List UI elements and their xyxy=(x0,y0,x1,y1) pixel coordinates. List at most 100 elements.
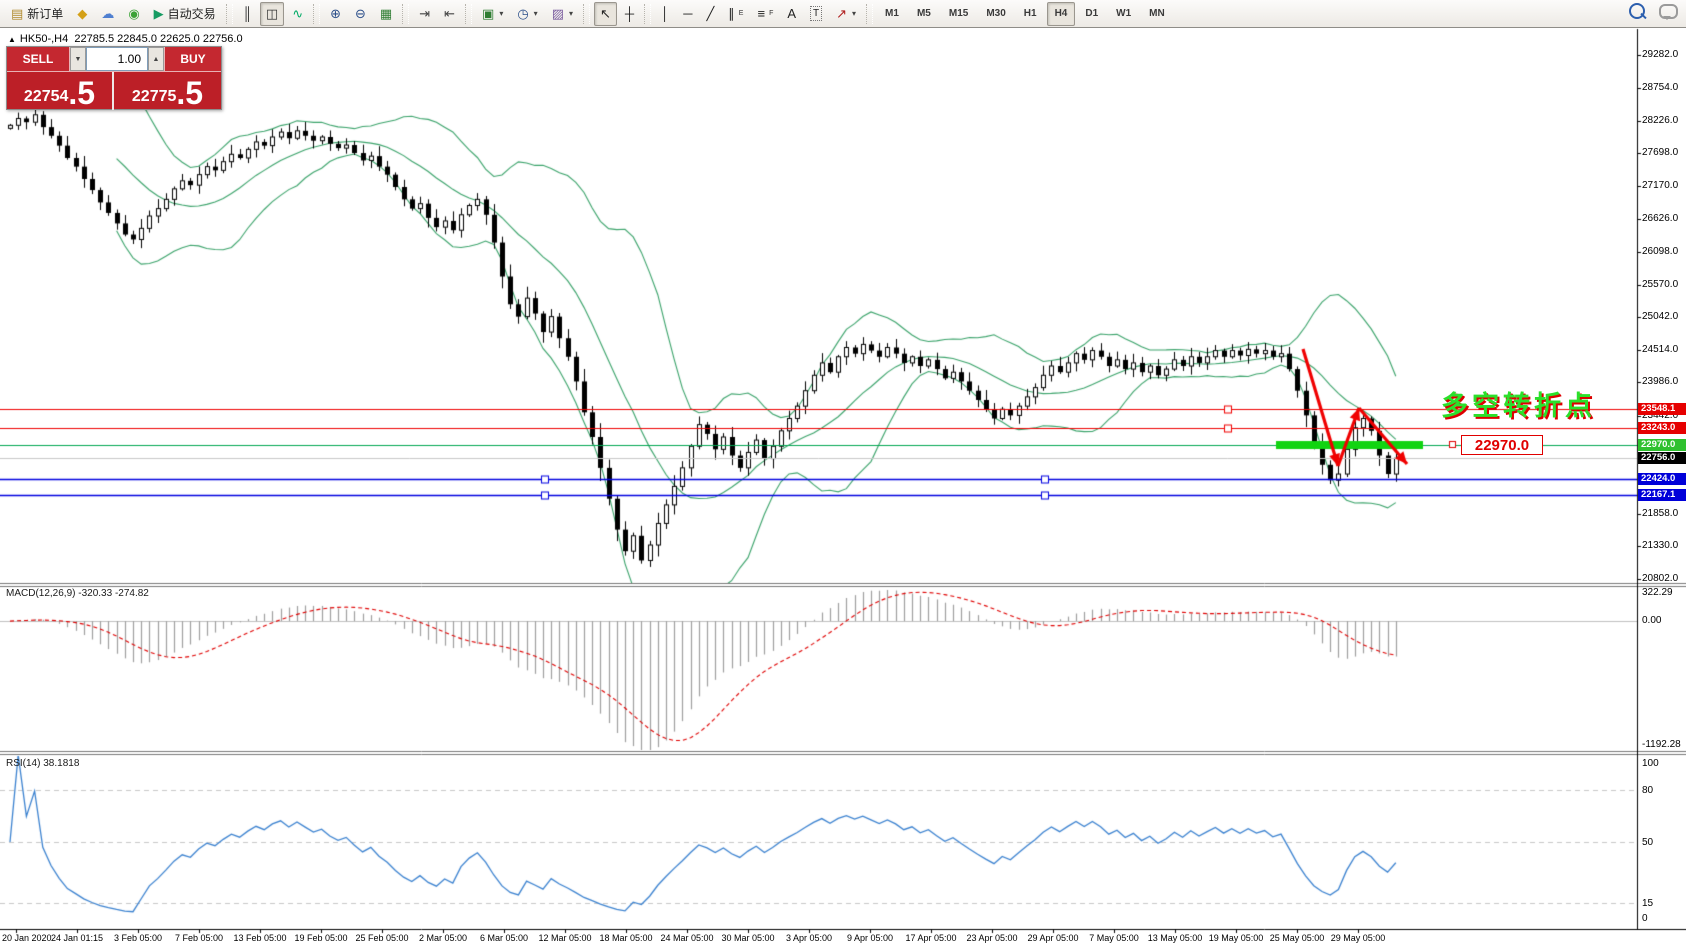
zoom-out-icon: ⊖ xyxy=(355,6,366,21)
time-axis-label: 29 Apr 05:00 xyxy=(1027,933,1079,943)
bar-chart-icon: ║ xyxy=(242,6,252,21)
icon-modifier: F xyxy=(769,10,774,17)
turning-point-annotation[interactable]: 多空转折点 xyxy=(1441,391,1596,421)
price-chart-canvas[interactable] xyxy=(0,28,1686,946)
time-axis-label: 25 May 05:00 xyxy=(1269,933,1325,943)
timeframe-h4-button[interactable]: H4 xyxy=(1046,1,1076,26)
rsi-indicator-label: RSI(14) 38.1818 xyxy=(6,758,80,769)
arrows-button[interactable]: ↗ ▾ xyxy=(830,2,862,26)
timeframe-mn-button[interactable]: MN xyxy=(1149,8,1165,19)
price-axis-tick: 27170.0 xyxy=(1642,180,1679,191)
timeframe-m15-button[interactable]: M15 xyxy=(948,8,969,19)
fibonacci-icon: ≡ xyxy=(757,6,766,21)
price-axis-tick: 26098.0 xyxy=(1642,246,1679,257)
candlestick-icon: ◫ xyxy=(265,6,279,21)
price-axis-tick: 24514.0 xyxy=(1642,344,1679,355)
macd-indicator-label: MACD(12,26,9) -320.33 -274.82 xyxy=(6,588,149,599)
toolbar-separator xyxy=(644,3,652,24)
cursor-button[interactable]: ↖ xyxy=(594,1,617,26)
periods-button[interactable]: ◷ ▾ xyxy=(511,2,543,26)
timeframe-m5-button[interactable]: M5 xyxy=(916,8,931,19)
data-window-button[interactable]: ☁ xyxy=(95,2,120,26)
quote-low: 22625.0 xyxy=(160,33,200,45)
chart-quote-line: ▲ HK50-,H4 22785.5 22845.0 22625.0 22756.… xyxy=(8,33,243,45)
line-chart-button[interactable]: ∿ xyxy=(286,2,309,26)
volume-decrease-button[interactable]: ▼ xyxy=(70,47,86,71)
price-axis-tick: 28754.0 xyxy=(1642,82,1679,93)
buy-button[interactable]: BUY xyxy=(164,47,221,71)
chevron-down-icon: ▾ xyxy=(568,9,573,18)
time-axis-label: 2 Mar 05:00 xyxy=(418,933,468,943)
collapse-quote-icon[interactable]: ▲ xyxy=(8,35,16,44)
zoom-in-icon: ⊕ xyxy=(330,6,341,21)
volume-input[interactable]: 1.00 xyxy=(86,47,148,71)
chart-shift-button[interactable]: ⇤ xyxy=(438,2,461,26)
horizontal-line-button[interactable]: ─ xyxy=(677,2,698,26)
macd-axis-label: -1192.28 xyxy=(1642,739,1681,750)
clock-icon: ◷ xyxy=(517,6,529,21)
channel-icon: ∥ xyxy=(728,6,735,21)
auto-trading-button[interactable]: ▶ 自动交易 xyxy=(148,2,222,26)
expert-advisors-button[interactable]: ◉ xyxy=(122,2,145,26)
candlestick-chart-button[interactable]: ◫ xyxy=(259,1,285,26)
timeframe-m30-button[interactable]: M30 xyxy=(986,8,1006,19)
rsi-axis-label: 15 xyxy=(1642,898,1654,909)
chevron-down-icon: ▾ xyxy=(852,9,857,18)
equidistant-channel-button[interactable]: ∥ E xyxy=(722,2,749,26)
time-axis-label: 6 Mar 05:00 xyxy=(479,933,529,943)
toolbar-separator xyxy=(402,3,410,24)
time-axis-label: 9 Apr 05:00 xyxy=(846,933,894,943)
new-order-button[interactable]: ▤ 新订单 xyxy=(5,2,69,26)
price-badge: 23548.1 xyxy=(1638,402,1686,415)
data-window-icon: ☁ xyxy=(101,6,115,21)
timeframe-m1-button[interactable]: M1 xyxy=(885,8,899,19)
horizontal-line-icon: ─ xyxy=(683,6,693,21)
price-axis-tick: 27698.0 xyxy=(1642,147,1679,158)
zoom-out-button[interactable]: ⊖ xyxy=(349,2,372,26)
time-axis-label: 3 Feb 05:00 xyxy=(113,933,163,943)
quote-open: 22785.5 xyxy=(74,33,115,45)
chat-icon[interactable] xyxy=(1659,3,1678,20)
market-watch-icon: ◆ xyxy=(77,6,88,21)
sell-button[interactable]: SELL xyxy=(7,47,70,71)
new-chart-icon: ▣ xyxy=(482,6,495,21)
rsi-axis-label: 100 xyxy=(1642,758,1659,769)
text-label-button[interactable]: T xyxy=(804,2,828,26)
line-chart-icon: ∿ xyxy=(292,6,304,21)
timeframe-w1-button[interactable]: W1 xyxy=(1116,8,1132,19)
tile-windows-button[interactable]: ▦ xyxy=(374,2,398,26)
price-axis-tick: 25042.0 xyxy=(1642,311,1679,322)
time-axis-label: 19 Feb 05:00 xyxy=(294,933,348,943)
toolbar-separator xyxy=(866,3,874,24)
arrows-icon: ↗ xyxy=(836,6,848,21)
search-icon[interactable] xyxy=(1629,3,1645,19)
trendline-button[interactable]: ╱ xyxy=(700,2,720,26)
toolbar-separator xyxy=(225,3,233,24)
auto-scroll-icon: ⇥ xyxy=(419,6,431,21)
auto-scroll-button[interactable]: ⇥ xyxy=(413,2,436,26)
new-order-label: 新订单 xyxy=(27,7,64,21)
price-axis-tick: 26626.0 xyxy=(1642,213,1679,224)
timeframe-d1-button[interactable]: D1 xyxy=(1085,8,1099,19)
timeframe-h1-button[interactable]: H1 xyxy=(1023,8,1037,19)
crosshair-button[interactable]: ┼ xyxy=(619,2,640,26)
buy-price[interactable]: 22775.5 xyxy=(131,75,204,111)
price-badge: 22424.0 xyxy=(1638,472,1686,485)
new-chart-button[interactable]: ▣ ▾ xyxy=(476,2,509,26)
price-badge: 22970.0 xyxy=(1638,438,1686,451)
vertical-line-button[interactable]: │ xyxy=(655,2,675,26)
time-axis-label: 20 Jan 2020 xyxy=(2,933,52,943)
price-axis-tick: 25570.0 xyxy=(1642,279,1679,290)
market-watch-button[interactable]: ◆ xyxy=(71,2,93,26)
zoom-in-button[interactable]: ⊕ xyxy=(324,2,347,26)
volume-increase-button[interactable]: ▲ xyxy=(148,47,164,71)
fibonacci-button[interactable]: ≡ F xyxy=(751,2,779,26)
macd-axis-label: 322.29 xyxy=(1642,587,1673,598)
time-axis-label: 19 May 05:00 xyxy=(1208,933,1264,943)
bar-chart-button[interactable]: ║ xyxy=(237,2,258,26)
price-callout-box[interactable]: 22970.0 xyxy=(1461,435,1543,455)
templates-button[interactable]: ▨ ▾ xyxy=(546,2,579,26)
sell-price[interactable]: 22754.5 xyxy=(7,72,114,110)
text-button[interactable]: A xyxy=(781,2,802,26)
